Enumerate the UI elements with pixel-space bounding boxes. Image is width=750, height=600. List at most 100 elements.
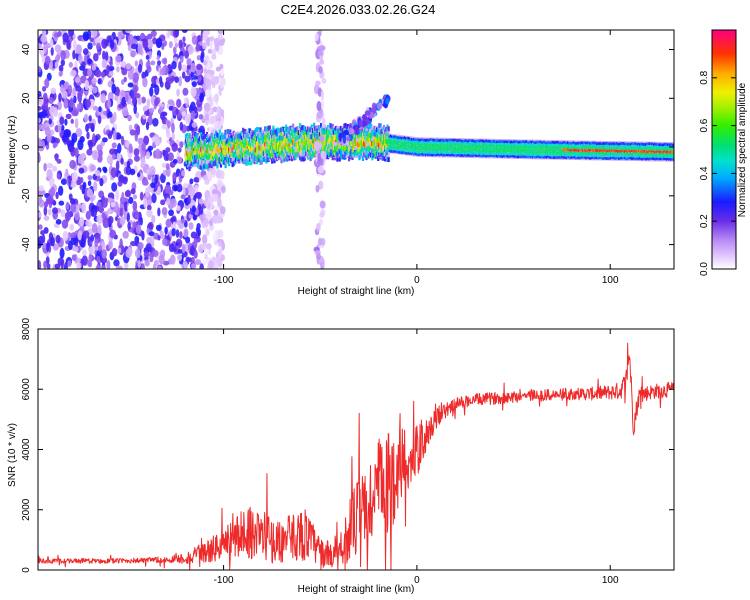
ridge-cell [196,138,199,144]
ridge-cell [201,133,204,139]
ridge-cell [510,145,514,148]
ridge-cell [578,149,581,152]
ridge-cell [333,155,337,161]
ridge-cell [649,157,652,160]
noise-cell [213,209,219,216]
ridge-cell [542,148,545,152]
ridge-cell [545,152,549,156]
ridge-cell [625,152,628,155]
ridge-cell [294,152,297,158]
ridge-cell [628,152,631,156]
ridge-cell [229,129,232,135]
ridge-cell [275,156,278,162]
ridge-cell [458,141,461,145]
ridge-cell [223,134,226,140]
ridge-cell [541,155,544,159]
ridge-cell [655,145,658,148]
ridge-cell [331,136,334,142]
ridge-cell [255,151,259,157]
ridge-cell [297,130,301,136]
ridge-cell [247,133,250,139]
ridge-cell [641,154,644,158]
ridge-cell [481,139,485,143]
ridge-cell [670,152,673,156]
ridge-cell [505,154,508,158]
ridge-cell [501,155,504,158]
ridge-cell [418,148,422,152]
ridge-cell [191,143,195,149]
ridge-cell [395,150,398,154]
noise-cell [114,95,119,102]
ridge-cell [521,145,524,149]
ridge-cell [627,142,630,146]
ridge-cell [552,143,556,147]
ridge-cell [411,142,415,146]
ridge-cell [562,156,565,159]
ridge-cell [296,152,299,158]
ridge-cell [434,139,437,142]
ridge-cell [537,152,540,156]
ridge-cell [509,140,513,144]
ridge-cell [531,148,535,151]
ridge-cell [547,152,550,156]
ridge-cell [198,149,202,155]
ridge-cell [555,153,558,157]
ridge-cell [207,149,210,155]
ridge-cell [302,145,305,151]
ridge-cell [271,148,274,153]
noise-cell [142,77,148,88]
ridge-cell [595,149,599,153]
ridge-cell [328,138,331,144]
noise-cell [44,201,49,208]
ridge-cell [557,153,560,157]
ridge-cell [222,140,225,146]
ridge-cell [439,143,443,147]
ridge-cell [609,149,613,153]
ridge-cell [670,155,673,159]
ridge-cell [524,145,528,149]
ridge-cell [253,135,256,141]
noise-cell [60,178,68,186]
ridge-cell [240,142,244,148]
ridge-cell [634,146,637,150]
ridge-cell [395,138,398,141]
ridge-cell [329,122,332,128]
ridge-cell [219,145,223,151]
ridge-cell [487,142,490,146]
ridge-cell [663,147,666,151]
ridge-cell [228,132,231,138]
ridge-cell [366,146,369,152]
ridge-cell [549,141,552,145]
noise-cell [85,220,89,226]
ridge-cell [485,144,488,148]
ridge-cell [651,154,655,158]
ridge-cell [425,138,429,142]
ridge-cell [435,150,438,154]
ridge-cell [496,144,500,148]
ridge-cell [556,151,559,154]
ridge-cell [552,151,556,154]
ridge-cell [639,152,642,156]
ridge-cell [558,145,561,149]
ridge-cell [259,127,262,133]
ridge-cell [456,151,459,154]
ridge-cell [557,148,560,152]
ridge-cell [480,141,483,145]
ridge-cell [544,151,547,154]
noise-cell [68,145,75,153]
ridge-cell [590,156,593,160]
ridge-cell [469,154,472,157]
ridge-cell [326,146,330,152]
ridge-cell [254,132,257,138]
ridge-cell [606,157,609,160]
noise-cell [132,72,139,83]
noise-cell [154,174,158,185]
ridge-cell [481,144,485,148]
ridge-cell [350,149,353,154]
noise-cell [176,98,182,109]
ridge-cell [246,132,249,138]
ridge-cell [359,131,362,137]
noise-cell [71,171,78,182]
ridge-cell [408,149,411,153]
ridge-cell [452,153,455,157]
